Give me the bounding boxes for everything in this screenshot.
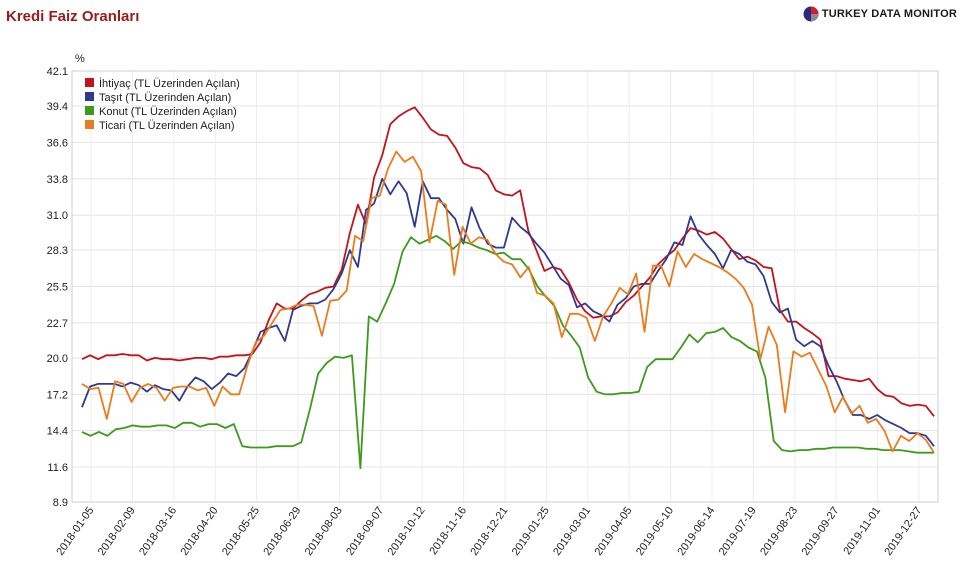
y-tick-label: 39.4 [47, 101, 68, 113]
legend-swatch-3 [85, 120, 94, 129]
legend-label-0: İhtiyaç (TL Üzerinden Açılan) [99, 77, 240, 90]
legend-swatch-1 [85, 92, 94, 101]
x-tick-label: 2019-12-27 [882, 505, 924, 558]
x-axis: 2018-01-05 2018-02-09 2018-03-16 2018-04-20… [54, 505, 924, 558]
y-tick-label: 25.5 [47, 282, 68, 294]
legend: İhtiyaç (TL Üzerinden Açılan) Taşıt (TL Ü… [85, 77, 240, 132]
brand-name: TURKEY DATA MONITOR [821, 8, 957, 20]
y-tick-label: 42.1 [47, 66, 68, 78]
x-tick-label: 2018-06-29 [261, 505, 303, 558]
x-tick-label: 2018-08-03 [303, 505, 345, 558]
legend-swatch-2 [85, 106, 94, 115]
legend-swatch-0 [85, 78, 94, 87]
x-tick-label: 2019-07-19 [717, 505, 759, 558]
y-axis: 8.9 11.6 14.4 17.2 20.0 22.7 25.5 28.3 31.0 33.8 3… [47, 66, 68, 509]
x-tick-label: 2018-05-25 [220, 505, 262, 558]
x-tick-label: 2019-05-10 [634, 505, 676, 558]
series-lines [81, 106, 935, 470]
x-tick-label: 2019-09-27 [800, 505, 842, 558]
y-tick-label: 22.7 [47, 318, 68, 330]
y-tick-label: 14.4 [47, 426, 68, 438]
x-tick-label: 2018-03-16 [137, 505, 179, 558]
x-tick-label: 2019-01-25 [510, 505, 552, 558]
y-tick-label: 20.0 [47, 353, 68, 365]
y-tick-label: 31.0 [47, 210, 68, 222]
x-tick-label: 2019-04-05 [593, 505, 635, 558]
y-tick-label: 8.9 [53, 497, 68, 509]
plot-area-border [71, 70, 939, 503]
x-tick-label: 2019-08-23 [758, 505, 800, 558]
series-line-3 [81, 150, 935, 454]
y-axis-unit: % [75, 53, 85, 65]
y-tick-label: 11.6 [47, 462, 68, 474]
x-tick-label: 2019-11-01 [841, 505, 883, 557]
page-title: Kredi Faiz Oranları [6, 8, 140, 25]
y-tick-label: 33.8 [47, 174, 68, 186]
x-tick-label: 2018-11-16 [427, 505, 469, 557]
chart-grid [72, 70, 938, 503]
x-tick-label: 2019-03-01 [551, 505, 593, 558]
x-tick-label: 2019-06-14 [675, 505, 717, 558]
y-tick-label: 17.2 [47, 389, 68, 401]
x-tick-label: 2018-10-12 [386, 505, 428, 558]
series-line-1 [81, 177, 935, 447]
x-tick-label: 2018-01-05 [54, 505, 96, 558]
series-line-2 [81, 234, 934, 470]
series-line-0 [81, 106, 935, 417]
x-tick-label: 2018-12-21 [468, 505, 510, 558]
y-tick-label: 28.3 [47, 245, 68, 257]
legend-label-3: Ticari (TL Üzerinden Açılan) [99, 120, 235, 132]
y-tick-label: 36.6 [47, 137, 68, 149]
legend-label-1: Taşıt (TL Üzerinden Açılan) [99, 92, 231, 104]
brand-logo[interactable]: TURKEY DATA MONITOR [803, 6, 957, 22]
brand-pie-icon [803, 6, 819, 22]
legend-label-2: Konut (TL Üzerinden Açılan) [99, 106, 237, 118]
x-tick-label: 2018-04-20 [179, 505, 221, 558]
x-tick-label: 2018-02-09 [96, 505, 138, 558]
x-tick-label: 2018-09-07 [344, 505, 386, 558]
